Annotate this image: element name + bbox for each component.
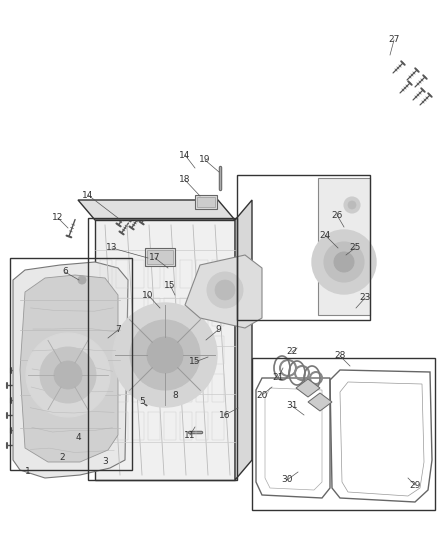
- Text: 21: 21: [272, 374, 284, 383]
- Circle shape: [312, 230, 376, 294]
- Circle shape: [78, 276, 86, 284]
- Bar: [147, 250, 173, 264]
- Bar: [197, 197, 215, 207]
- Circle shape: [205, 352, 211, 358]
- Polygon shape: [185, 255, 262, 328]
- Circle shape: [40, 347, 96, 403]
- Text: 25: 25: [350, 244, 360, 253]
- Circle shape: [26, 333, 110, 417]
- Polygon shape: [235, 200, 252, 480]
- Text: 8: 8: [172, 391, 178, 400]
- Text: 15: 15: [164, 280, 176, 289]
- Text: 2: 2: [59, 454, 65, 463]
- Text: 1: 1: [25, 467, 31, 477]
- Circle shape: [169, 292, 181, 304]
- Text: 11: 11: [184, 431, 196, 440]
- Text: 14: 14: [179, 150, 191, 159]
- Polygon shape: [20, 275, 118, 462]
- Text: 15: 15: [189, 358, 201, 367]
- Text: 3: 3: [102, 457, 108, 466]
- Bar: [252, 358, 435, 510]
- Text: 18: 18: [179, 175, 191, 184]
- Text: 30: 30: [281, 475, 293, 484]
- Text: 31: 31: [286, 401, 298, 410]
- Bar: [237, 175, 370, 320]
- Text: 20: 20: [256, 391, 268, 400]
- Bar: [195, 195, 217, 209]
- Text: 24: 24: [319, 230, 331, 239]
- Circle shape: [324, 242, 364, 282]
- Circle shape: [172, 295, 178, 301]
- Polygon shape: [296, 379, 320, 397]
- Text: 4: 4: [75, 433, 81, 442]
- Polygon shape: [95, 220, 235, 480]
- Circle shape: [348, 201, 356, 209]
- Circle shape: [113, 303, 217, 407]
- Circle shape: [103, 333, 113, 343]
- Text: 29: 29: [410, 481, 420, 489]
- Circle shape: [54, 361, 82, 389]
- Bar: [10, 258, 132, 470]
- Text: 19: 19: [199, 156, 211, 165]
- Circle shape: [106, 336, 110, 340]
- Bar: [88, 218, 237, 480]
- Text: 9: 9: [215, 326, 221, 335]
- Text: 22: 22: [286, 348, 298, 357]
- Text: 13: 13: [106, 244, 118, 253]
- Text: 5: 5: [139, 398, 145, 407]
- Circle shape: [215, 280, 235, 300]
- Circle shape: [130, 320, 200, 390]
- Polygon shape: [308, 393, 332, 411]
- Text: 6: 6: [62, 268, 68, 277]
- Text: 23: 23: [359, 294, 371, 303]
- Text: 16: 16: [219, 410, 231, 419]
- Polygon shape: [13, 262, 128, 478]
- Circle shape: [207, 272, 243, 308]
- Text: 7: 7: [115, 326, 121, 335]
- Text: 26: 26: [331, 211, 343, 220]
- Circle shape: [344, 197, 360, 213]
- Circle shape: [147, 337, 183, 373]
- Polygon shape: [78, 200, 235, 220]
- Text: 10: 10: [142, 290, 154, 300]
- Text: 28: 28: [334, 351, 346, 360]
- Circle shape: [334, 252, 354, 272]
- Text: 14: 14: [82, 190, 94, 199]
- Bar: [145, 248, 175, 266]
- Text: 27: 27: [389, 36, 400, 44]
- Text: 17: 17: [149, 254, 161, 262]
- Text: 12: 12: [52, 214, 64, 222]
- Polygon shape: [318, 178, 370, 315]
- Circle shape: [203, 350, 213, 360]
